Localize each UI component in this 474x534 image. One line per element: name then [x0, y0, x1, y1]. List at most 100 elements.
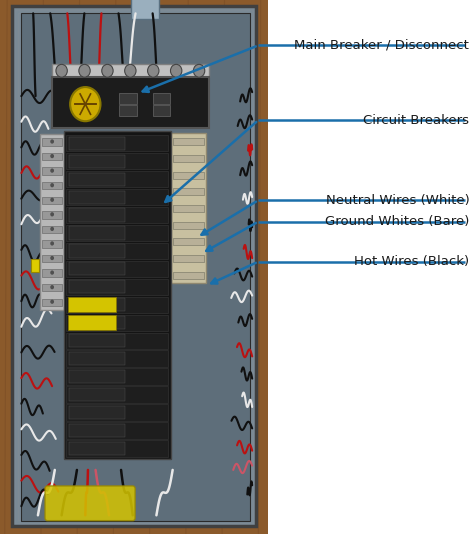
Bar [40, 134, 64, 310]
Bar [66, 171, 168, 187]
Text: Hot Wires (Black): Hot Wires (Black) [354, 255, 469, 268]
Bar [52, 64, 209, 77]
Circle shape [125, 64, 136, 77]
Bar [66, 153, 168, 169]
Bar [69, 280, 125, 294]
Bar [15, 10, 253, 523]
Bar [173, 155, 204, 162]
Bar [66, 387, 168, 403]
Bar [42, 255, 62, 262]
Circle shape [79, 64, 90, 77]
Bar [69, 262, 125, 276]
Bar [42, 284, 62, 292]
Bar [173, 172, 204, 178]
Circle shape [50, 285, 54, 289]
Bar [69, 316, 125, 329]
Bar [66, 350, 168, 367]
Bar [42, 153, 62, 160]
Circle shape [193, 64, 205, 77]
Text: Neutral Wires (White): Neutral Wires (White) [326, 194, 469, 207]
Bar [69, 155, 125, 168]
Circle shape [56, 64, 67, 77]
Bar [173, 238, 204, 246]
Bar [42, 240, 62, 248]
Bar [42, 168, 62, 175]
Bar [173, 272, 204, 279]
Bar [131, 0, 159, 19]
Bar [42, 269, 62, 277]
FancyBboxPatch shape [45, 486, 135, 521]
Bar [69, 191, 125, 203]
Bar [69, 370, 125, 383]
Bar [66, 279, 168, 295]
Bar [21, 13, 250, 521]
Bar [173, 255, 204, 262]
Bar [69, 172, 125, 186]
Bar [42, 197, 62, 204]
Circle shape [147, 64, 159, 77]
Bar [69, 226, 125, 240]
Bar [69, 388, 125, 401]
Bar [69, 208, 125, 222]
Circle shape [50, 212, 54, 216]
Circle shape [50, 139, 54, 144]
Circle shape [70, 87, 100, 121]
Circle shape [50, 169, 54, 173]
Circle shape [50, 300, 54, 304]
Bar [66, 225, 168, 241]
Bar [171, 134, 206, 283]
Text: Main Breaker / Disconnect: Main Breaker / Disconnect [294, 39, 469, 52]
Bar [153, 93, 170, 104]
Bar [42, 226, 62, 233]
Circle shape [50, 154, 54, 158]
Bar [66, 333, 168, 349]
Bar [69, 442, 125, 455]
Bar [66, 440, 168, 457]
Bar [12, 6, 256, 526]
Bar [66, 243, 168, 259]
Bar [66, 368, 168, 385]
Bar [42, 211, 62, 218]
Circle shape [171, 64, 182, 77]
Circle shape [50, 227, 54, 231]
Bar [173, 222, 204, 229]
Bar [119, 105, 137, 116]
Circle shape [50, 198, 54, 202]
Bar [173, 205, 204, 212]
Circle shape [102, 64, 113, 77]
Bar [0, 0, 268, 534]
Text: Circuit Breakers: Circuit Breakers [363, 114, 469, 127]
Circle shape [50, 183, 54, 187]
Bar [42, 182, 62, 190]
Bar [69, 298, 125, 311]
Bar [173, 189, 204, 195]
Circle shape [50, 241, 54, 246]
Bar [66, 297, 168, 313]
Bar [42, 299, 62, 306]
Bar [69, 406, 125, 419]
Bar [66, 422, 168, 438]
Bar [66, 135, 168, 152]
Bar [68, 297, 116, 312]
Bar [42, 138, 62, 146]
Text: Ground Whites (Bare): Ground Whites (Bare) [325, 215, 469, 228]
Circle shape [50, 270, 54, 274]
Bar [69, 137, 125, 150]
Bar [119, 93, 137, 104]
Bar [66, 207, 168, 223]
Bar [69, 245, 125, 257]
Bar [66, 261, 168, 277]
Bar [69, 334, 125, 347]
Bar [66, 189, 168, 205]
Circle shape [50, 256, 54, 260]
Bar [68, 315, 116, 330]
Bar [18, 13, 250, 520]
Bar [31, 259, 39, 272]
Bar [66, 404, 168, 421]
Bar [64, 131, 171, 459]
Bar [66, 315, 168, 331]
Bar [69, 424, 125, 437]
Bar [52, 77, 209, 128]
Bar [153, 105, 170, 116]
Bar [69, 352, 125, 365]
